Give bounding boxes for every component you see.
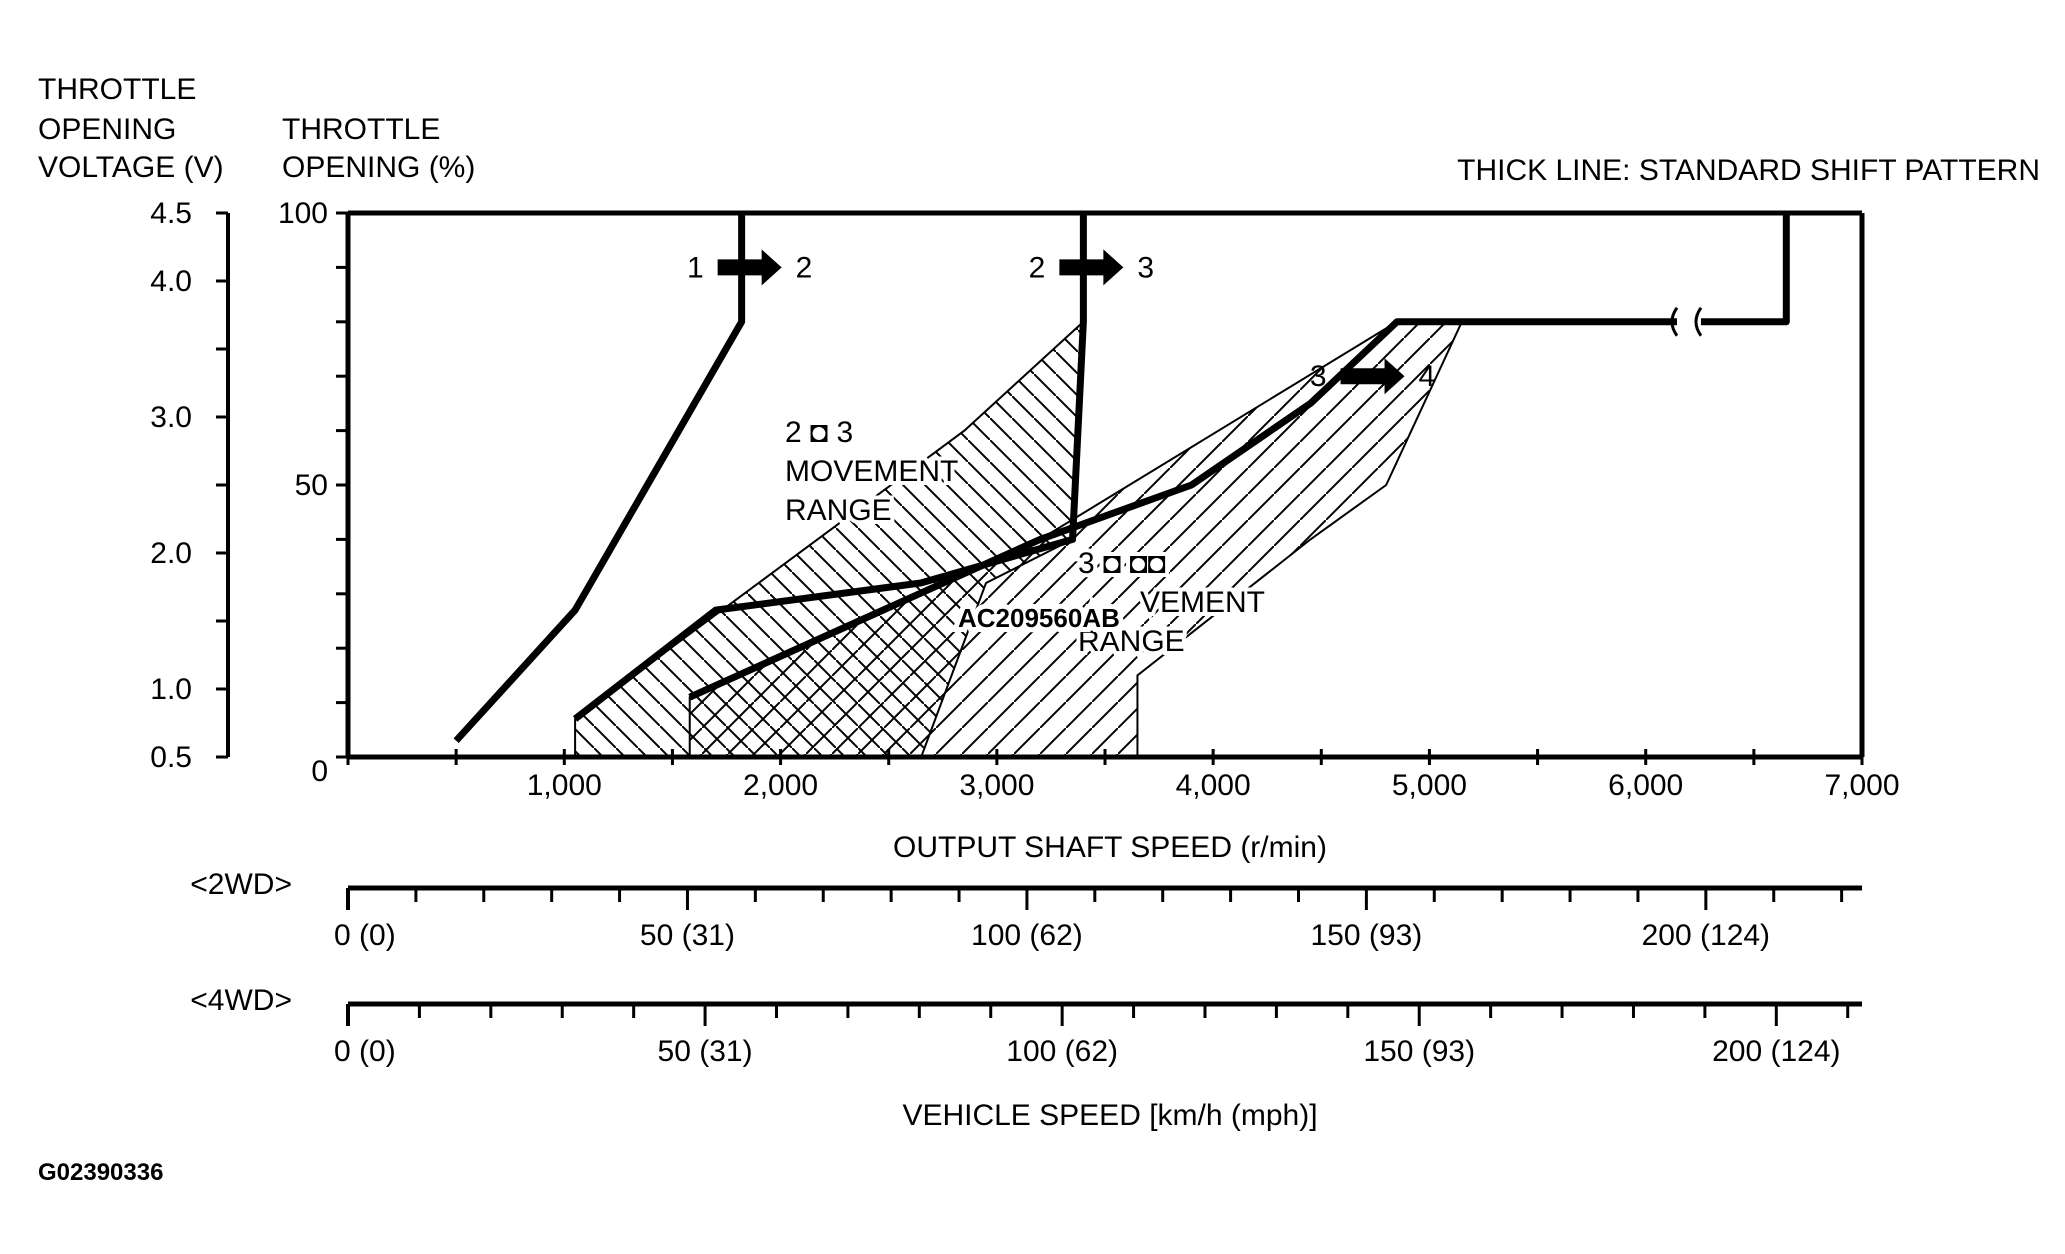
shift-arrow-1-2 — [717, 249, 782, 286]
movement-range-label-3-4: VEMENT — [1140, 586, 1265, 619]
vehicle-speed-tick-label: 100 (62) — [1006, 1035, 1118, 1068]
vehicle-speed-tick-label: 50 (31) — [658, 1035, 753, 1068]
movement-range-label-3-4: 3 ◘ ◘◘ — [1078, 547, 1166, 580]
x-tick-label: 3,000 — [959, 769, 1034, 802]
shift-from-label: 1 — [687, 251, 704, 284]
shift-from-label: 2 — [1029, 251, 1046, 284]
shift-to-label: 3 — [1137, 251, 1154, 284]
voltage-tick-label: 1.0 — [150, 673, 192, 706]
watermark-code: AC209560AB — [958, 603, 1120, 633]
voltage-tick-label: 3.0 — [150, 401, 192, 434]
vehicle-speed-tick-label: 150 (93) — [1311, 919, 1423, 952]
x-tick-label: 1,000 — [527, 769, 602, 802]
percent-tick-label: 0 — [311, 755, 328, 788]
percent-axis-title-1: THROTTLE — [282, 113, 440, 146]
vehicle-speed-scale-name: <4WD> — [190, 984, 292, 1017]
percent-tick-label: 100 — [278, 197, 328, 230]
vehicle-speed-tick-label: 200 (124) — [1642, 919, 1770, 952]
movement-range-label-2-3: 2 ◘ 3 — [785, 416, 853, 449]
vehicle-speed-title: VEHICLE SPEED [km/h (mph)] — [902, 1099, 1317, 1132]
x-tick-label: 7,000 — [1824, 769, 1899, 802]
voltage-axis-title-1: THROTTLE — [38, 73, 196, 106]
vehicle-speed-tick-label: 0 (0) — [334, 1035, 396, 1068]
figure-code: G02390336 — [38, 1159, 163, 1186]
percent-axis-title-2: OPENING (%) — [282, 151, 475, 184]
voltage-axis-title-3: VOLTAGE (V) — [38, 151, 224, 184]
voltage-tick-label: 4.5 — [150, 197, 192, 230]
shift-arrow-2-3 — [1059, 249, 1124, 286]
percent-tick-label: 50 — [295, 469, 328, 502]
movement-range-label-2-3: MOVEMENT — [785, 455, 958, 488]
x-axis-title: OUTPUT SHAFT SPEED (r/min) — [893, 831, 1327, 864]
x-tick-label: 2,000 — [743, 769, 818, 802]
legend-note: THICK LINE: STANDARD SHIFT PATTERN — [1457, 154, 2040, 187]
x-tick-label: 4,000 — [1176, 769, 1251, 802]
x-tick-label: 5,000 — [1392, 769, 1467, 802]
annotations: 1 2 2 3 3 4 2 ◘ 3 MOVEMENT RANGE 3 ◘ ◘◘ VEMENT RANG… — [687, 251, 1436, 662]
shift-lines — [453, 213, 1790, 744]
shift-arrow-3-4 — [1340, 358, 1405, 395]
x-tick-label: 6,000 — [1608, 769, 1683, 802]
vehicle-speed-tick-label: 0 (0) — [334, 919, 396, 952]
voltage-tick-label: 4.0 — [150, 265, 192, 298]
shift-to-label: 4 — [1419, 360, 1436, 393]
vehicle-speed-tick-label: 50 (31) — [640, 919, 735, 952]
axes: 100 50 0 4.5 4.0 3.0 2.0 1.0 0.5 1,000 2,000 3,000 4… — [150, 197, 1899, 1068]
vehicle-speed-scale-name: <2WD> — [190, 868, 292, 901]
axis-break-symbol — [1670, 306, 1703, 337]
vehicle-speed-tick-label: 200 (124) — [1712, 1035, 1840, 1068]
shift-line-3-4 — [688, 213, 1790, 701]
shift-to-label: 2 — [796, 251, 813, 284]
vehicle-speed-tick-label: 100 (62) — [971, 919, 1083, 952]
voltage-axis-title-2: OPENING — [38, 113, 176, 146]
shift-from-label: 3 — [1310, 360, 1327, 393]
movement-range-label-3-4: RANGE — [1078, 625, 1185, 658]
voltage-tick-label: 2.0 — [150, 537, 192, 570]
movement-range-label-2-3: RANGE — [785, 494, 892, 527]
vehicle-speed-tick-label: 150 (93) — [1363, 1035, 1475, 1068]
voltage-tick-label: 0.5 — [150, 741, 192, 774]
